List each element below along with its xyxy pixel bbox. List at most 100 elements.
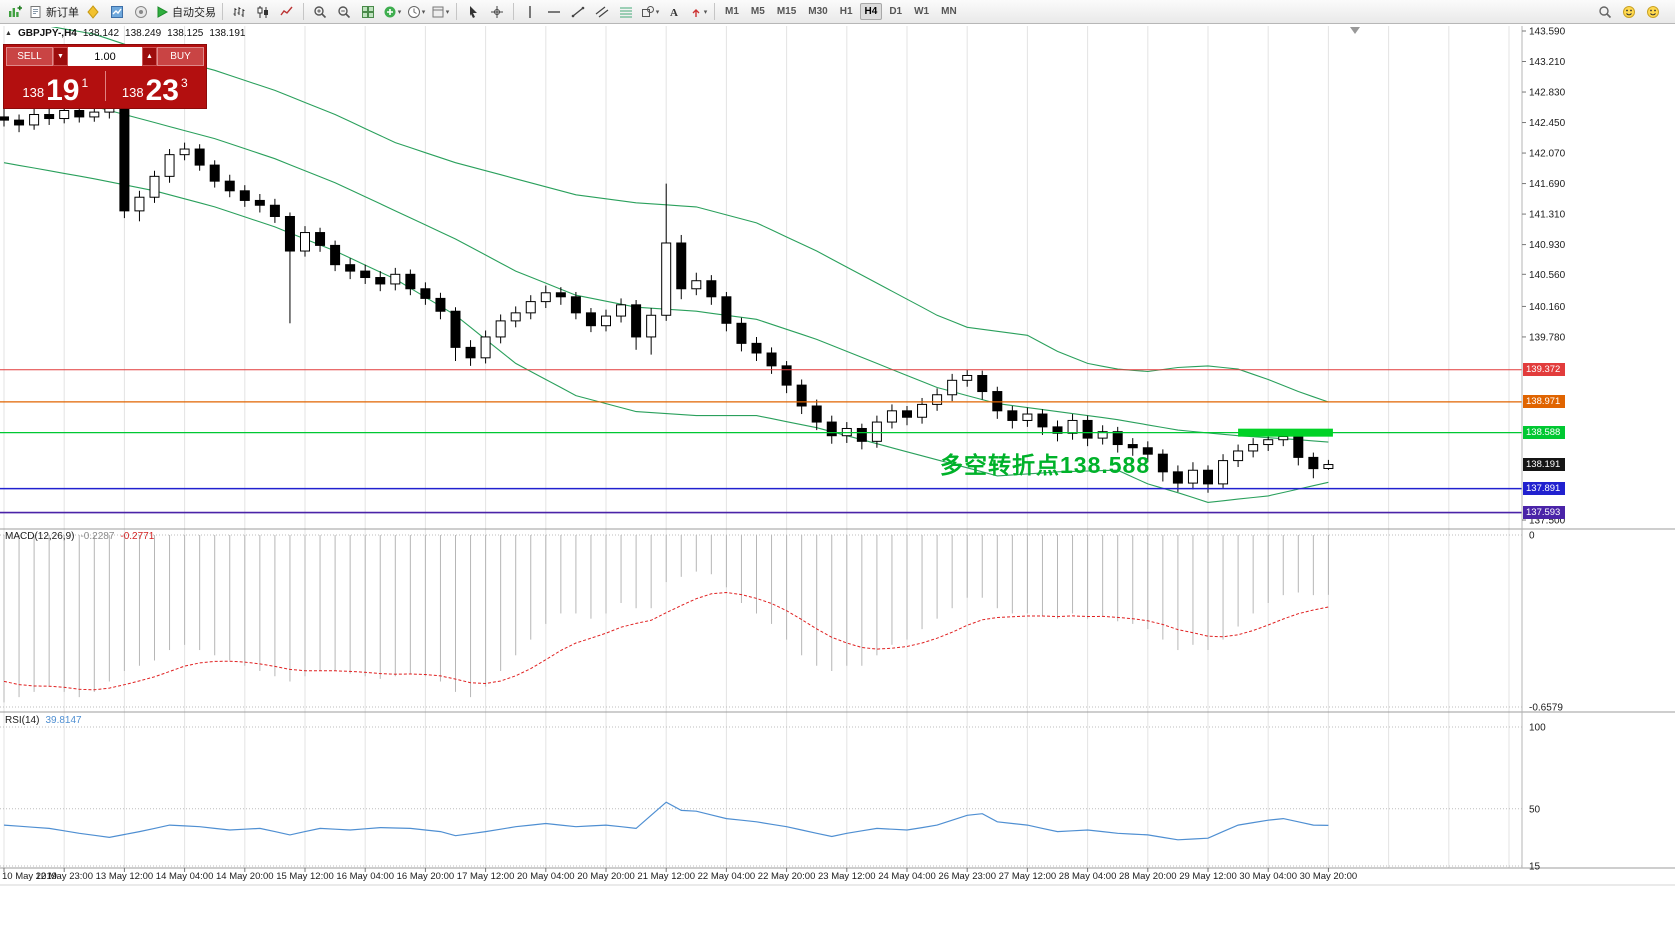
shapes-icon <box>641 5 655 19</box>
horizontal-line-tool[interactable] <box>542 2 566 22</box>
svg-text:142.830: 142.830 <box>1529 88 1566 99</box>
chart-shift-marker <box>1350 27 1360 34</box>
market-button[interactable] <box>105 2 129 22</box>
new-order-button[interactable]: 新订单 <box>27 2 81 22</box>
svg-text:22 May 04:00: 22 May 04:00 <box>698 871 756 882</box>
fibonacci-tool[interactable] <box>614 2 638 22</box>
price-level-label-139.372[interactable]: 139.372 <box>1523 363 1565 377</box>
sell-button[interactable]: SELL <box>6 47 53 66</box>
price-level-label-138.971[interactable]: 138.971 <box>1523 395 1565 409</box>
svg-text:142.070: 142.070 <box>1529 149 1566 160</box>
text-tool[interactable]: A <box>662 2 686 22</box>
shapes-tool[interactable]: ▾ <box>638 2 662 22</box>
indicators-button[interactable]: ▾ <box>380 2 404 22</box>
indicator-icon <box>383 5 397 19</box>
toolbar-separator <box>303 3 304 20</box>
bollinger-lower <box>3 162 1329 503</box>
grid-lines <box>3 26 1510 868</box>
tile-windows-button[interactable] <box>356 2 380 22</box>
timeframe-mn[interactable]: MN <box>941 6 957 17</box>
buy-price-prefix: 138 <box>121 85 144 100</box>
tline-icon <box>571 5 585 19</box>
timeframe-h1[interactable]: H1 <box>839 6 853 17</box>
toolbar-separator <box>456 3 457 20</box>
cursor-tool-button[interactable] <box>461 2 485 22</box>
svg-text:15 May 12:00: 15 May 12:00 <box>276 871 334 882</box>
zoom-out-button[interactable] <box>332 2 356 22</box>
metaeditor-button[interactable] <box>81 2 105 22</box>
svg-text:26 May 23:00: 26 May 23:00 <box>938 871 996 882</box>
arrows-tool[interactable]: ▾ <box>686 2 710 22</box>
timeframe-d1[interactable]: D1 <box>889 6 903 17</box>
time-axis[interactable] <box>0 868 1522 886</box>
quote-low: 138.125 <box>167 28 204 39</box>
zoom-in-button[interactable] <box>308 2 332 22</box>
svg-text:20 May 04:00: 20 May 04:00 <box>517 871 575 882</box>
signal-icon <box>134 5 148 19</box>
svg-text:27 May 12:00: 27 May 12:00 <box>999 871 1057 882</box>
toolbar-separator <box>513 3 514 20</box>
line-chart-mode-button[interactable] <box>275 2 299 22</box>
trendline-tool[interactable] <box>566 2 590 22</box>
signals-button[interactable] <box>129 2 153 22</box>
periods-button[interactable]: ▾ <box>404 2 428 22</box>
sell-price-sup: 1 <box>81 76 89 90</box>
buy-price[interactable]: 138 23 3 <box>106 66 205 106</box>
buy-button[interactable]: BUY <box>157 47 204 66</box>
textA-icon: A <box>667 5 681 19</box>
svg-text:140.560: 140.560 <box>1529 270 1566 281</box>
price-level-label-138.588[interactable]: 138.588 <box>1523 426 1565 440</box>
timeframe-m5[interactable]: M5 <box>750 6 765 17</box>
volume-input[interactable] <box>68 47 142 66</box>
symbol-marker-icon: ▲ <box>5 30 12 37</box>
svg-text:17 May 12:00: 17 May 12:00 <box>457 871 515 882</box>
tile-icon <box>361 5 375 19</box>
price-axis[interactable] <box>1522 26 1675 868</box>
svg-text:30 May 04:00: 30 May 04:00 <box>1239 871 1297 882</box>
svg-text:0: 0 <box>1529 531 1535 542</box>
volume-increase-button[interactable]: ▲ <box>142 47 157 66</box>
template-icon <box>431 5 445 19</box>
crosshair-icon <box>490 5 504 19</box>
new-chart-button[interactable] <box>3 2 27 22</box>
timeframe-m1[interactable]: M1 <box>725 6 739 17</box>
timeframe-m30[interactable]: M30 <box>808 6 828 17</box>
vline-icon <box>523 5 537 19</box>
timeframe-m15[interactable]: M15 <box>776 6 797 17</box>
search-button[interactable] <box>1593 2 1617 22</box>
price-level-label-137.593[interactable]: 137.593 <box>1523 506 1565 520</box>
sell-price-prefix: 138 <box>22 85 45 100</box>
crosshair-tool-button[interactable] <box>485 2 509 22</box>
channel-tool[interactable] <box>590 2 614 22</box>
timeframe-h4[interactable]: H4 <box>859 3 883 20</box>
timeframe-w1[interactable]: W1 <box>914 6 930 17</box>
turning-point-annotation[interactable]: 多空转折点138.588 <box>940 452 1151 478</box>
svg-text:24 May 04:00: 24 May 04:00 <box>878 871 936 882</box>
macd-signal-line <box>3 591 1329 691</box>
vertical-line-tool[interactable] <box>518 2 542 22</box>
volume-decrease-button[interactable]: ▼ <box>53 47 68 66</box>
community-button[interactable] <box>1617 2 1641 22</box>
rsi-name: RSI(14) <box>5 715 40 726</box>
autotrading-button[interactable]: 自动交易 <box>153 2 218 22</box>
svg-text:30 May 20:00: 30 May 20:00 <box>1300 871 1358 882</box>
hline-icon <box>547 5 561 19</box>
turning-point-highlight <box>1238 428 1333 437</box>
candlestick-mode-button[interactable] <box>251 2 275 22</box>
sell-price[interactable]: 138 19 1 <box>6 66 105 106</box>
templates-button[interactable]: ▾ <box>428 2 452 22</box>
feedback-button[interactable] <box>1641 2 1665 22</box>
chevron-down-icon: ▾ <box>421 8 426 16</box>
macd-name: MACD(12,26,9) <box>5 531 75 542</box>
order-doc-icon <box>29 5 43 19</box>
svg-text:23 May 12:00: 23 May 12:00 <box>818 871 876 882</box>
smiley-icon <box>1622 5 1636 19</box>
zoomin-icon <box>313 5 327 19</box>
price-level-label-137.891[interactable]: 137.891 <box>1523 482 1565 496</box>
magnifier-icon <box>1598 5 1612 19</box>
bar-chart-mode-button[interactable] <box>227 2 251 22</box>
mql-icon <box>86 4 100 19</box>
